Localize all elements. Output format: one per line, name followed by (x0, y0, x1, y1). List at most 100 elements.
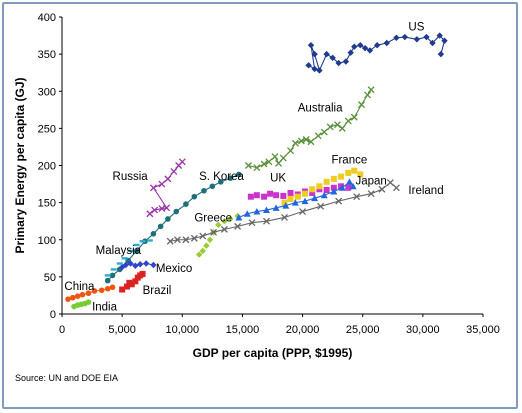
data-point (323, 50, 330, 58)
label-us: US (408, 22, 424, 34)
label-malaysia: Malaysia (96, 245, 142, 257)
data-point (338, 183, 345, 190)
data-point (183, 201, 189, 207)
data-point (136, 261, 144, 268)
data-point (357, 42, 364, 49)
data-point (305, 62, 312, 69)
series-japan (235, 178, 357, 221)
data-point (353, 193, 361, 201)
data-point (373, 42, 381, 49)
y-tick-label: 100 (38, 235, 56, 247)
data-point (263, 217, 270, 225)
data-point (329, 54, 336, 62)
data-point (330, 184, 337, 191)
chart-axes: 0 50 100 150 200 250 300 350 400 0 5,000 10,000 15,0… (13, 12, 500, 360)
data-point (436, 32, 443, 39)
data-point (132, 262, 139, 269)
data-point (123, 283, 130, 290)
data-point (178, 158, 186, 166)
data-point (333, 121, 341, 129)
data-point (342, 58, 350, 65)
data-point (243, 210, 251, 217)
chart-marks (65, 32, 448, 310)
x-tick-label: 25,000 (346, 324, 380, 336)
data-point (323, 187, 330, 194)
data-point (294, 193, 301, 200)
y-tick-label: 50 (44, 272, 56, 284)
data-point (280, 192, 287, 199)
data-point (127, 249, 134, 253)
data-point (367, 86, 375, 94)
data-point (357, 171, 364, 178)
data-point (110, 268, 117, 271)
data-point (345, 169, 352, 176)
data-point (235, 213, 243, 221)
data-point (301, 197, 309, 205)
data-point (347, 49, 354, 56)
data-point (234, 222, 242, 230)
data-point (191, 193, 198, 200)
data-point (203, 242, 210, 249)
data-point (311, 50, 318, 58)
label-japan: Japan (355, 175, 386, 187)
data-point (364, 91, 371, 99)
data-point (139, 240, 146, 243)
data-point (326, 123, 334, 131)
data-point (248, 219, 256, 227)
data-point (297, 137, 305, 145)
data-point (190, 234, 198, 242)
data-point (351, 43, 358, 50)
x-tick-label: 5,000 (108, 324, 136, 336)
data-point (85, 299, 92, 305)
data-point (74, 293, 81, 299)
data-point (104, 277, 111, 284)
chart-frame (2, 2, 518, 409)
data-point (316, 67, 323, 74)
x-tick-label: 15,000 (226, 324, 260, 336)
label-s-korea: S. Korea (199, 171, 244, 183)
data-point (367, 190, 375, 198)
data-point (109, 272, 116, 279)
data-point (166, 237, 174, 245)
data-point (323, 178, 330, 185)
data-point (133, 248, 140, 254)
label-india: India (92, 302, 118, 314)
data-point (338, 124, 346, 132)
data-point (201, 187, 207, 194)
data-point (272, 204, 280, 211)
data-point (220, 225, 228, 233)
data-point (158, 180, 166, 188)
data-point (392, 184, 400, 192)
data-point (173, 208, 180, 215)
data-point (165, 216, 171, 222)
data-point (206, 236, 214, 243)
data-point (122, 261, 129, 269)
data-point (217, 179, 224, 185)
data-point (209, 183, 216, 190)
data-point (127, 260, 134, 267)
data-point (361, 44, 369, 52)
data-point (146, 239, 153, 242)
x-tick-label: 10,000 (165, 324, 199, 336)
data-point (253, 208, 261, 215)
data-point (358, 101, 365, 109)
series-france (281, 167, 364, 206)
data-point (320, 191, 328, 199)
data-point (423, 33, 430, 41)
data-point (247, 193, 254, 200)
data-point (70, 294, 76, 301)
data-point (279, 154, 287, 162)
data-point (330, 175, 337, 182)
y-tick-label: 0 (50, 309, 56, 321)
data-point (150, 231, 157, 237)
data-point (262, 206, 270, 214)
data-point (126, 279, 133, 286)
data-point (98, 287, 105, 294)
data-point (413, 36, 421, 43)
data-point (393, 34, 400, 41)
label-china: China (64, 281, 95, 293)
label-france: France (331, 155, 367, 167)
data-point (195, 251, 203, 258)
x-axis-title: GDP per capita (PPP, $1995) (193, 346, 353, 360)
